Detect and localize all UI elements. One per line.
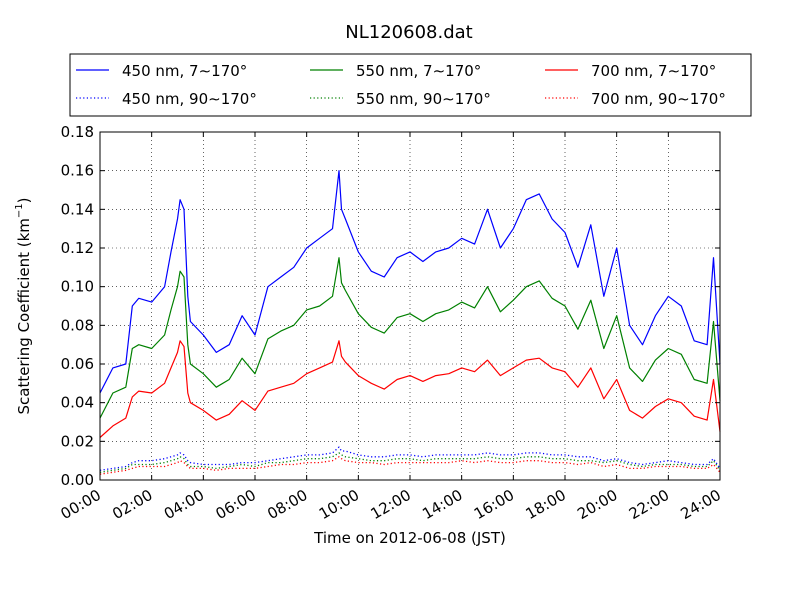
y-tick-label: 0.14 (61, 200, 94, 218)
series-line-6 (99, 456, 721, 475)
series-line-5 (99, 452, 721, 473)
x-tick-label: 06:00 (213, 486, 259, 523)
x-tick-label: 08:00 (264, 486, 310, 523)
y-axis-label-main: Scattering Coefficient (km (15, 218, 33, 414)
legend-label-3: 700 nm, 7∼170° (591, 62, 716, 80)
y-tick-label: 0.08 (61, 316, 94, 334)
grid (100, 132, 720, 480)
x-tick-label: 00:00 (58, 486, 104, 523)
y-axis-label-exponent: −1 (14, 203, 25, 218)
legend: 450 nm, 7∼170° 550 nm, 7∼170° 700 nm, 7∼17… (69, 53, 752, 117)
y-tick-label: 0.00 (61, 471, 94, 489)
legend-label-4: 450 nm, 90∼170° (122, 90, 257, 108)
y-tick-label: 0.04 (61, 394, 94, 412)
x-tick-label: 02:00 (109, 486, 155, 523)
legend-label-6: 700 nm, 90∼170° (591, 90, 726, 108)
legend-frame (69, 53, 752, 117)
x-tick-label: 12:00 (368, 486, 414, 523)
y-tick-label: 0.06 (61, 355, 94, 373)
legend-label-2: 550 nm, 7∼170° (356, 62, 481, 80)
y-axis-label: Scattering Coefficient (km−1) (14, 197, 33, 414)
x-tick-label: 14:00 (419, 486, 465, 523)
y-tick-label: 0.18 (61, 123, 94, 141)
x-tick-label: 20:00 (574, 486, 620, 523)
x-axis: 00:00 02:00 04:00 06:00 08:00 10:00 12:00 14:00… (58, 132, 724, 523)
x-tick-label: 16:00 (471, 486, 517, 523)
series-line-1 (99, 170, 721, 394)
x-axis-label: Time on 2012-06-08 (JST) (313, 529, 506, 547)
y-tick-label: 0.16 (61, 162, 94, 180)
x-tick-label: 22:00 (626, 486, 672, 523)
y-tick-label: 0.02 (61, 432, 94, 450)
y-tick-label: 0.10 (61, 278, 94, 296)
x-tick-label: 04:00 (161, 486, 207, 523)
series-group (99, 170, 721, 475)
series-line-2 (99, 257, 721, 419)
x-tick-label: 10:00 (316, 486, 362, 523)
y-axis: 0.00 0.02 0.04 0.06 0.08 0.10 0.12 0.14 0.16 0.18 (61, 123, 720, 489)
series-line-4 (99, 446, 721, 471)
chart-title: NL120608.dat (345, 22, 472, 43)
legend-label-5: 550 nm, 90∼170° (356, 90, 491, 108)
x-tick-label: 24:00 (678, 486, 724, 523)
legend-label-1: 450 nm, 7∼170° (122, 62, 247, 80)
x-tick-label: 18:00 (523, 486, 569, 523)
y-tick-label: 0.12 (61, 239, 94, 257)
series-line-3 (99, 340, 721, 438)
y-axis-label-close: ) (15, 197, 33, 203)
